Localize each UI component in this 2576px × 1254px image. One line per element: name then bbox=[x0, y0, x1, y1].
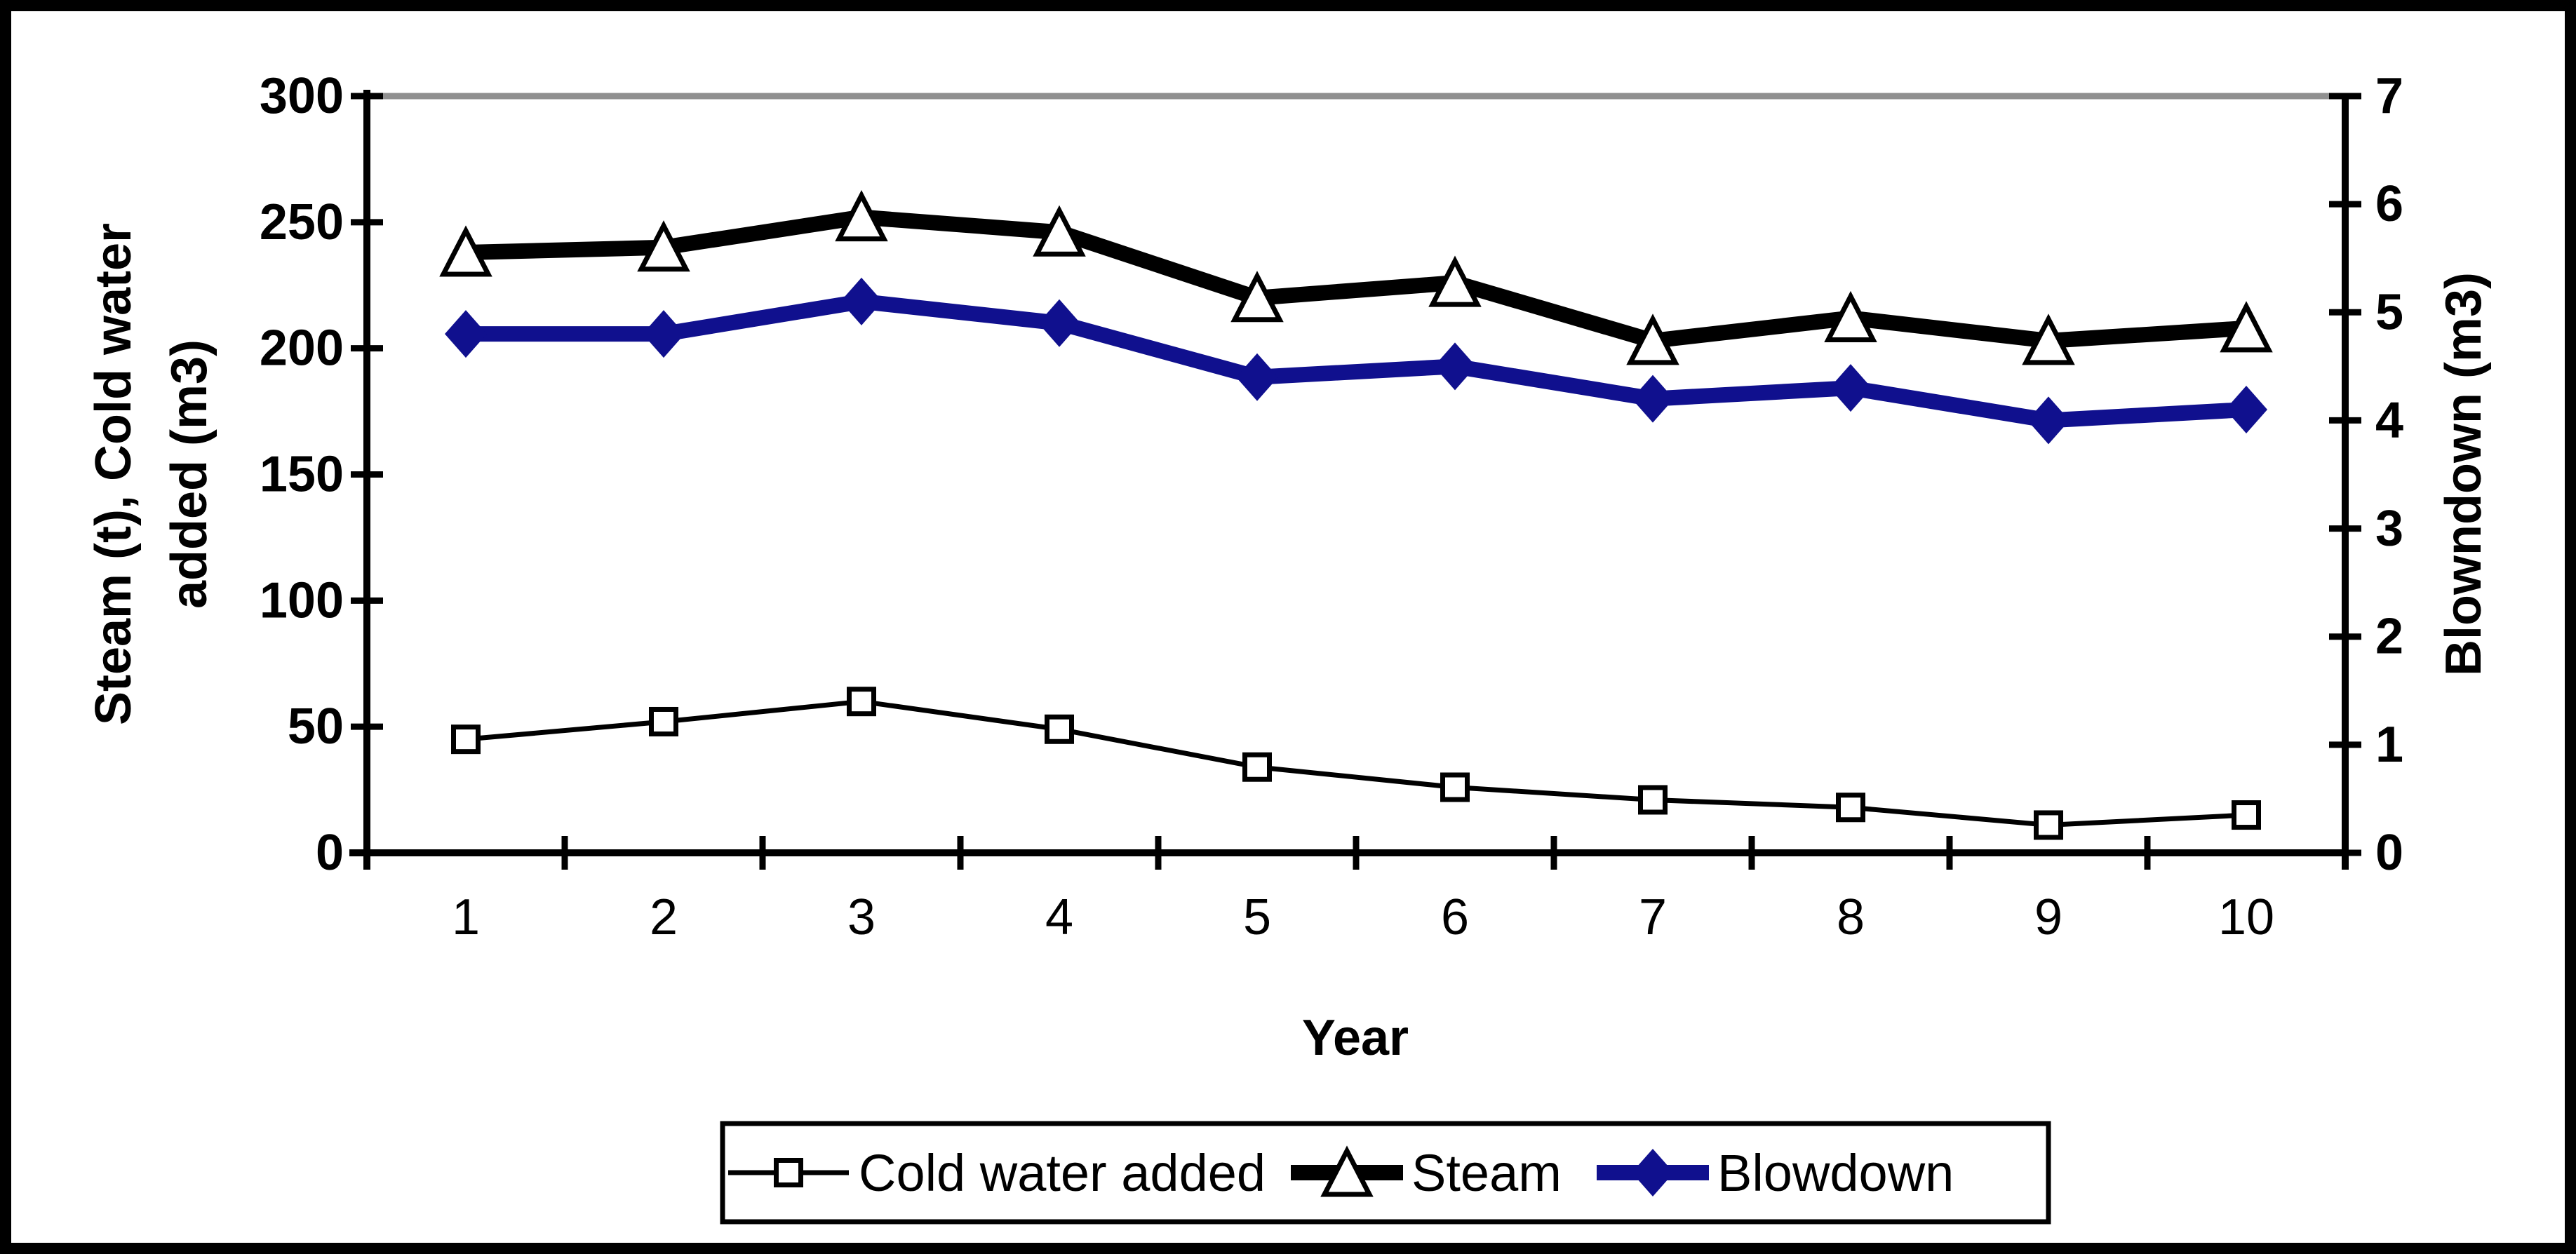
x-axis-title: Year bbox=[1302, 1010, 1409, 1066]
left-axis-tick-label: 250 bbox=[260, 194, 344, 250]
series-steam-marker bbox=[1230, 271, 1284, 323]
right-axis-title: Blowndown (m3) bbox=[2436, 272, 2492, 676]
series-blowdown-marker bbox=[840, 277, 883, 325]
series-cold-water-added-marker bbox=[2034, 810, 2063, 840]
axes-layer bbox=[349, 90, 2361, 870]
left-axis-tick-label: 200 bbox=[260, 321, 344, 377]
x-axis-tick-label: 7 bbox=[1639, 889, 1667, 945]
left-axis-tick-label: 100 bbox=[260, 572, 344, 628]
legend-blowdown-marker bbox=[1632, 1149, 1674, 1196]
x-axis-tick-label: 2 bbox=[650, 889, 678, 945]
series-steam-marker bbox=[835, 190, 888, 242]
legend-steam-label: Steam bbox=[1411, 1144, 1562, 1202]
series-steam-marker bbox=[1033, 205, 1086, 257]
x-axis-tick-label: 4 bbox=[1045, 889, 1073, 945]
series-layer bbox=[439, 190, 2273, 840]
series-cold-water-added-marker bbox=[1836, 793, 1865, 823]
x-axis-tick-label: 8 bbox=[1837, 889, 1865, 945]
left-axis-tick-label: 0 bbox=[316, 825, 344, 881]
series-blowdown-marker bbox=[1038, 299, 1080, 347]
series-steam-marker bbox=[2022, 314, 2075, 365]
series-cold-water-added-marker bbox=[847, 687, 876, 717]
series-blowdown-marker bbox=[643, 310, 685, 358]
series-blowdown-marker bbox=[2225, 386, 2267, 434]
x-axis-tick-label: 1 bbox=[452, 889, 480, 945]
legend-cold-water-added-label: Cold water added bbox=[859, 1144, 1266, 1202]
series-blowdown-marker bbox=[1434, 342, 1476, 391]
x-axis-tick-label: 6 bbox=[1441, 889, 1469, 945]
series-steam-marker bbox=[439, 225, 492, 277]
series-blowdown-marker bbox=[2027, 396, 2069, 445]
series-steam-marker bbox=[1626, 314, 1679, 365]
series-blowdown-marker bbox=[445, 310, 487, 358]
left-axis-tick-label: 150 bbox=[260, 447, 344, 503]
right-axis-tick-label: 2 bbox=[2375, 609, 2403, 665]
legend-steam-marker bbox=[1320, 1145, 1374, 1197]
right-axis-tick-label: 7 bbox=[2375, 68, 2403, 124]
right-axis-tick-label: 1 bbox=[2375, 717, 2403, 773]
series-cold-water-added-line bbox=[465, 699, 2247, 828]
legend-blowdown-label: Blowdown bbox=[1717, 1144, 1954, 1202]
series-blowdown-line bbox=[466, 293, 2247, 429]
right-axis-tick-label: 4 bbox=[2375, 392, 2403, 448]
right-axis-tick-label: 3 bbox=[2375, 501, 2403, 557]
left-axis-tick-label: 300 bbox=[260, 68, 344, 124]
series-steam-marker bbox=[2220, 301, 2273, 353]
left-axis-title-line2: added (m3) bbox=[161, 339, 217, 609]
series-steam-line bbox=[465, 209, 2247, 349]
series-cold-water-added-marker bbox=[2232, 800, 2261, 830]
labels-layer: 0 50 100 150 200 250 300 0 1 2 3 4 5 6 7 1 2 3 4 5 6 7 8 9 10 bbox=[260, 68, 2403, 945]
series-cold-water-added-marker bbox=[1242, 752, 1272, 782]
right-axis-tick-label: 0 bbox=[2375, 825, 2403, 881]
series-cold-water-added-marker bbox=[1045, 714, 1074, 744]
legend-cold-water-added-marker bbox=[774, 1158, 803, 1187]
right-axis-tick-label: 6 bbox=[2375, 176, 2403, 232]
series-steam-marker bbox=[637, 220, 690, 272]
series-cold-water-added-marker bbox=[1638, 785, 1668, 815]
series-cold-water-added-marker bbox=[451, 724, 481, 755]
x-axis-tick-label: 3 bbox=[847, 889, 876, 945]
left-axis-title-line1: Steam (t), Cold water bbox=[86, 223, 142, 725]
series-blowdown-marker bbox=[1236, 353, 1278, 401]
series-cold-water-added-marker bbox=[649, 706, 678, 736]
series-blowdown-marker bbox=[1830, 364, 1872, 412]
right-axis-tick-label: 5 bbox=[2375, 284, 2403, 340]
series-steam-marker bbox=[1428, 255, 1482, 307]
x-axis-tick-label: 10 bbox=[2218, 889, 2274, 945]
x-axis-tick-label: 5 bbox=[1243, 889, 1271, 945]
series-blowdown-marker bbox=[1632, 375, 1674, 423]
left-axis-tick-label: 50 bbox=[288, 699, 344, 755]
series-cold-water-added-marker bbox=[1440, 772, 1470, 802]
legend: Cold water added Steam Blowdown bbox=[720, 1121, 2051, 1225]
x-axis-tick-label: 9 bbox=[2034, 889, 2062, 945]
series-steam-marker bbox=[1824, 290, 1877, 343]
